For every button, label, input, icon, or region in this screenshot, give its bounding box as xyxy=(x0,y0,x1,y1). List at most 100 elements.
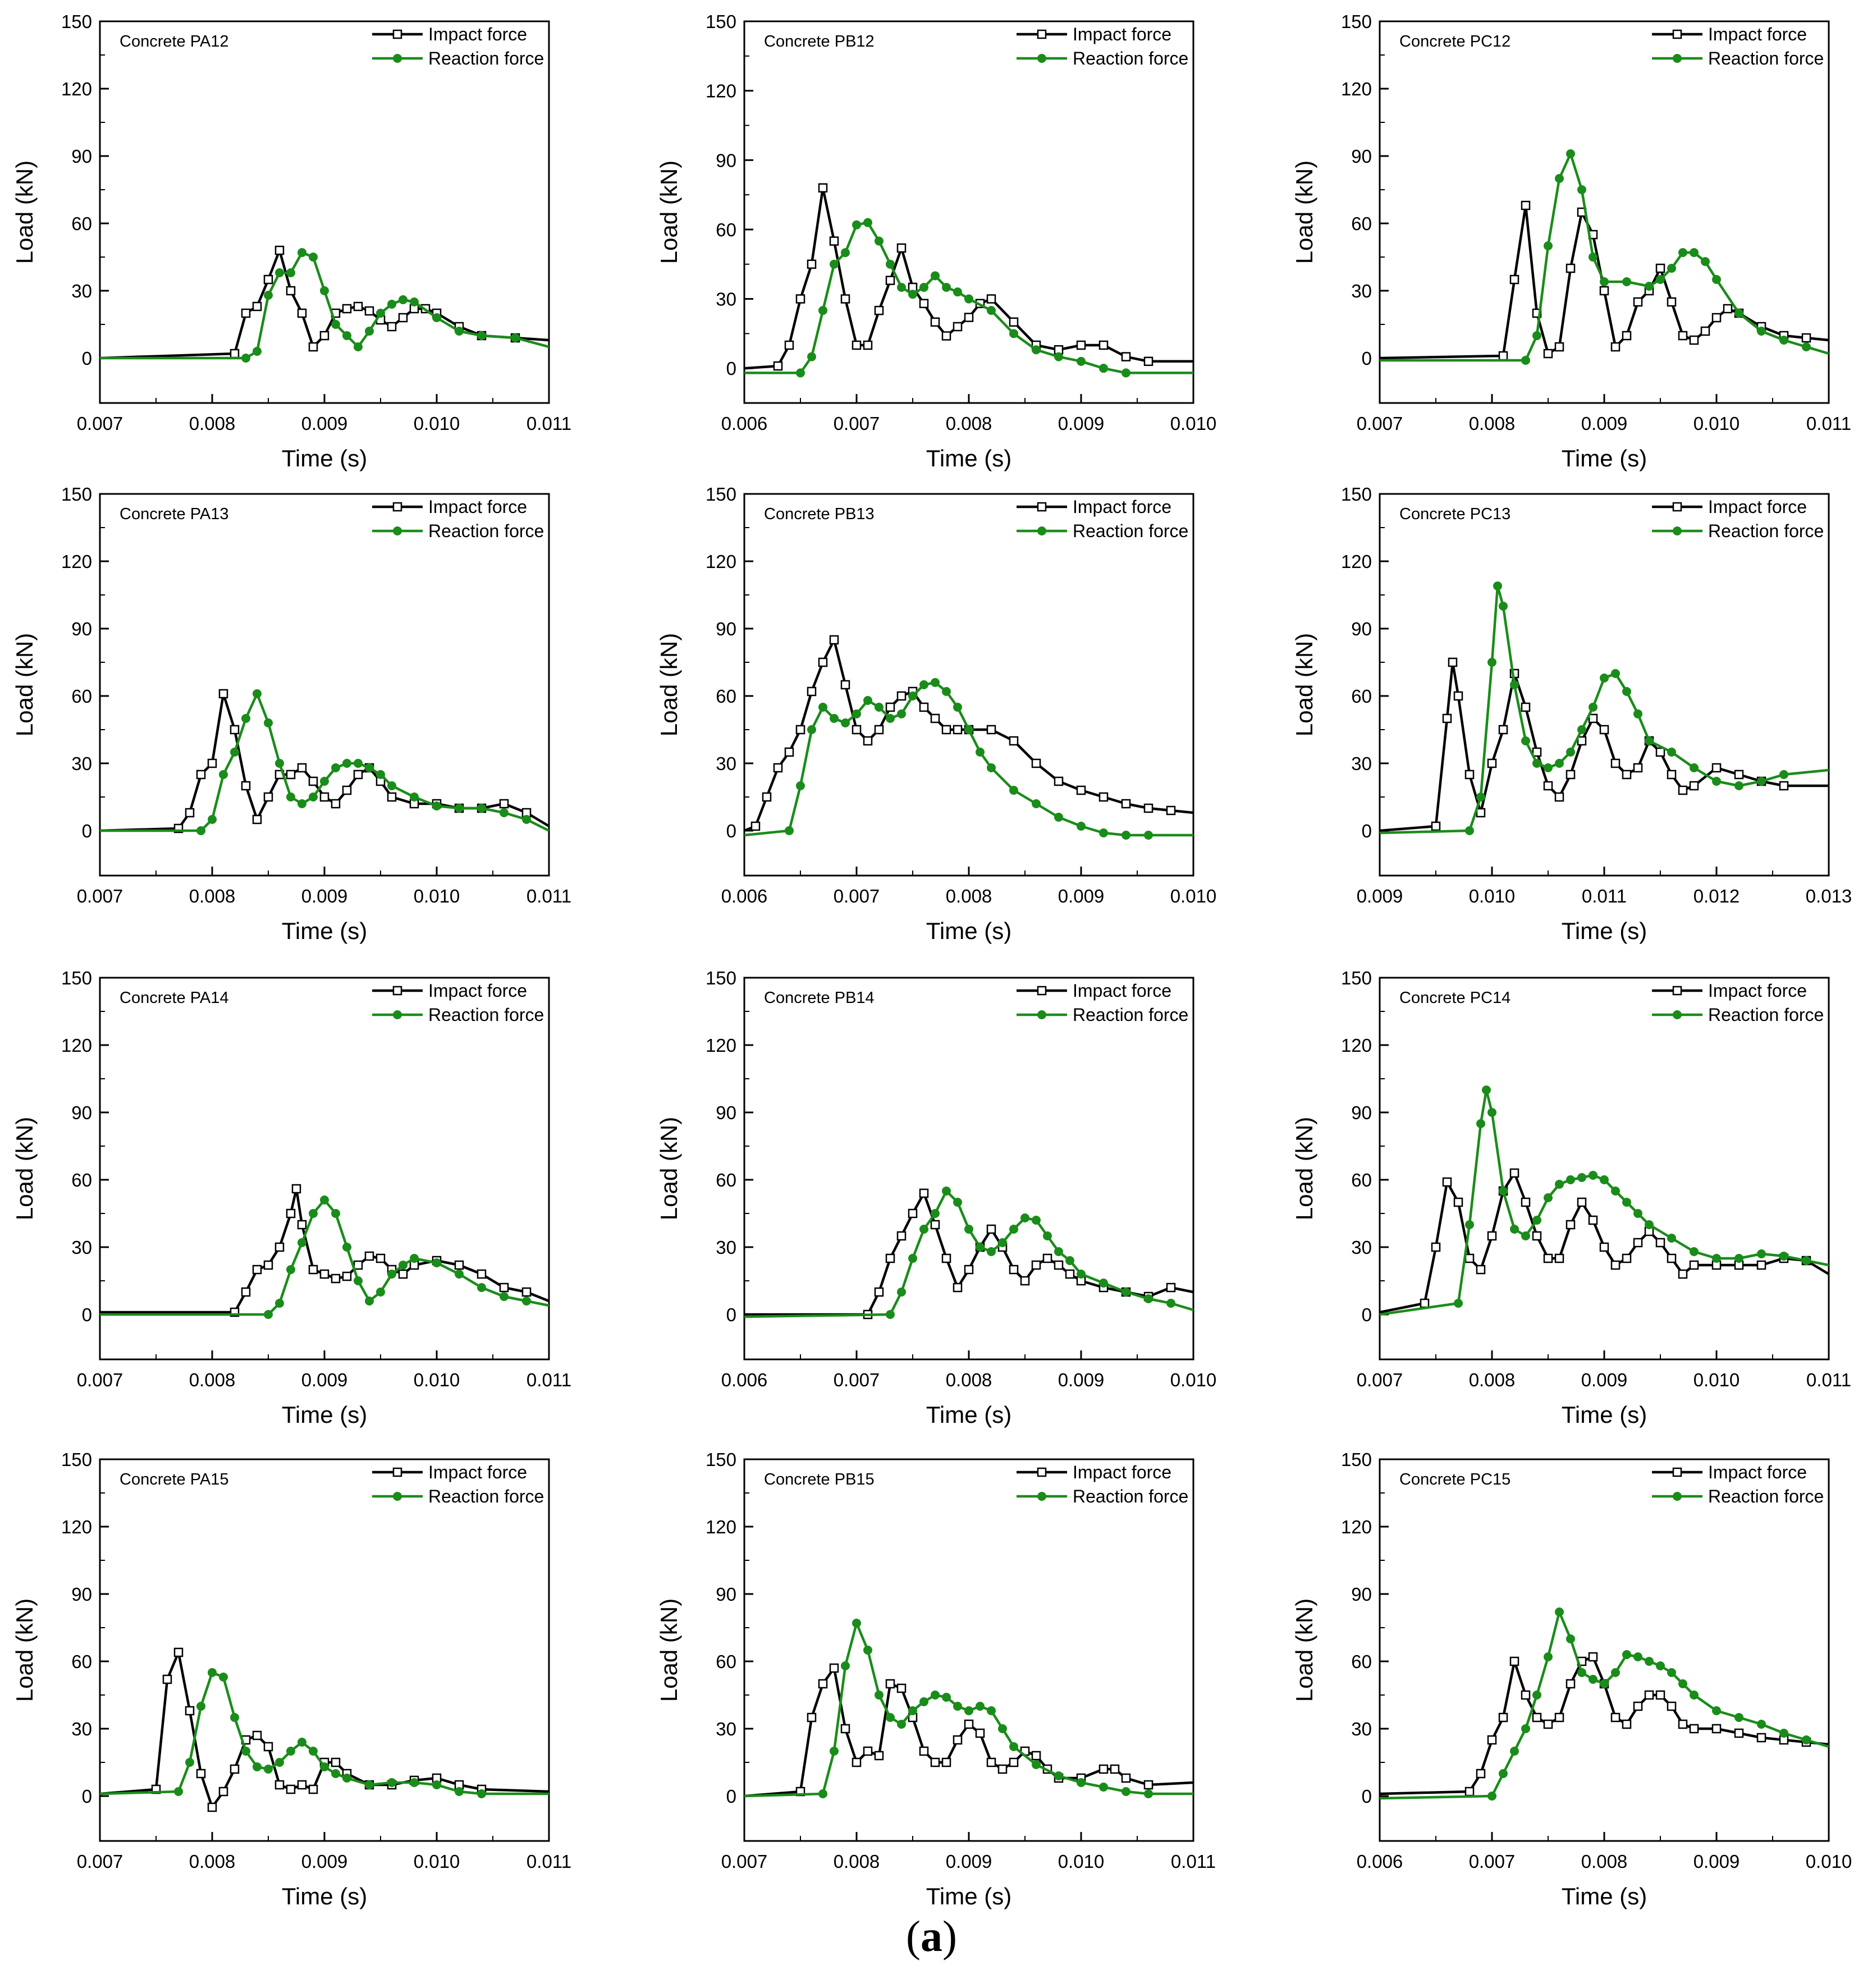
reaction-force-marker xyxy=(1622,277,1631,286)
reaction-force-marker xyxy=(399,295,408,304)
impact-force-marker xyxy=(1121,352,1131,361)
reaction-force-marker xyxy=(1690,248,1699,257)
impact-force-marker xyxy=(1588,1215,1598,1225)
y-tick-label: 120 xyxy=(61,79,92,99)
impact-force-marker xyxy=(1610,1712,1621,1723)
reaction-force-marker xyxy=(1037,526,1046,535)
impact-force-marker xyxy=(1487,1735,1497,1745)
y-tick-label: 90 xyxy=(1351,1102,1372,1123)
reaction-force-marker xyxy=(264,1765,273,1774)
impact-force-marker xyxy=(896,691,907,701)
reaction-force-marker xyxy=(432,313,441,322)
impact-force-marker xyxy=(1521,1197,1531,1207)
reaction-force-marker xyxy=(477,1283,486,1292)
impact-force-marker xyxy=(1644,1690,1654,1700)
impact-force-marker xyxy=(1464,769,1475,780)
reaction-force-marker xyxy=(196,1702,205,1711)
reaction-force-marker xyxy=(511,333,520,342)
reaction-force-marker xyxy=(886,1310,895,1319)
x-tick-label: 0.007 xyxy=(77,1369,123,1390)
impact-force-marker xyxy=(1464,1253,1475,1263)
chart-panel: 0 30 60 90 120 150 0.007 0.008 0.009 0.010 0.011 Ti… xyxy=(656,1449,1216,1909)
reaction-force-marker xyxy=(1779,1729,1788,1738)
legend-entry: Reaction force xyxy=(1017,1005,1188,1025)
plot-area xyxy=(100,1184,549,1319)
x-tick-label: 0.007 xyxy=(77,1851,123,1872)
impact-force-marker xyxy=(1588,713,1598,723)
reaction-force-marker xyxy=(886,714,895,723)
reaction-force-marker xyxy=(1521,356,1530,365)
reaction-force-marker xyxy=(387,300,396,309)
impact-force-marker xyxy=(874,1287,884,1297)
impact-force-marker xyxy=(398,313,408,323)
y-tick-label: 90 xyxy=(71,146,92,167)
plot-frame xyxy=(743,20,1194,404)
impact-force-marker xyxy=(840,1724,850,1734)
reaction-force-marker xyxy=(1144,831,1153,840)
reaction-force-marker xyxy=(241,1747,250,1756)
reaction-force-marker xyxy=(320,286,329,295)
y-axis-label: Load (kN) xyxy=(11,161,38,264)
impact-force-marker xyxy=(1476,1769,1486,1779)
impact-force-marker xyxy=(1031,1260,1041,1270)
reaction-force-marker xyxy=(942,282,951,292)
y-tick-label: 120 xyxy=(706,1517,736,1537)
y-tick-label: 150 xyxy=(61,1449,92,1470)
impact-force-marker xyxy=(1037,1467,1047,1477)
x-tick-label: 0.006 xyxy=(721,1369,768,1390)
reaction-force-marker xyxy=(1645,736,1654,745)
impact-force-marker xyxy=(829,635,839,645)
impact-force-marker xyxy=(1110,1764,1120,1774)
reaction-force-marker xyxy=(830,714,839,723)
reaction-force-marker xyxy=(1600,1175,1609,1184)
x-tick-label: 0.009 xyxy=(1693,1851,1740,1872)
chart-panel: 0 30 60 90 120 150 0.007 0.008 0.009 0.010 0.011 Ti… xyxy=(11,968,571,1428)
reaction-force-marker xyxy=(1510,1225,1519,1234)
reaction-force-marker xyxy=(942,1693,951,1702)
impact-force-marker xyxy=(1476,808,1486,818)
reaction-force-marker xyxy=(919,680,928,689)
reaction-force-marker xyxy=(908,1706,917,1715)
impact-force-marker xyxy=(1076,340,1086,350)
y-tick-label: 30 xyxy=(1351,753,1372,774)
impact-force-marker xyxy=(230,349,240,359)
reaction-force-marker xyxy=(1493,581,1502,590)
y-tick-label: 60 xyxy=(716,1651,736,1672)
x-tick-label: 0.007 xyxy=(834,413,880,434)
y-axis-label: Load (kN) xyxy=(1291,161,1317,264)
impact-force-marker xyxy=(342,785,352,795)
reaction-force-marker xyxy=(275,1758,284,1767)
reaction-force-marker xyxy=(1544,763,1553,772)
reaction-force-marker xyxy=(1454,1299,1463,1308)
reaction-force-marker xyxy=(320,1195,329,1204)
impact-force-marker xyxy=(252,1730,262,1740)
impact-force-marker xyxy=(1566,769,1576,780)
x-tick-label: 0.007 xyxy=(77,886,123,906)
plot-frame xyxy=(1379,977,1830,1361)
reaction-force-marker xyxy=(393,54,402,63)
legend-entry: Reaction force xyxy=(1652,1005,1824,1025)
impact-force-marker xyxy=(1054,776,1064,786)
legend-label: Reaction force xyxy=(1708,1005,1824,1025)
y-tick-label: 120 xyxy=(61,1035,92,1056)
impact-force-marker xyxy=(1031,758,1041,768)
reaction-force-marker xyxy=(1032,799,1041,808)
reaction-force-marker xyxy=(931,271,940,281)
impact-force-marker xyxy=(1801,333,1811,343)
reaction-force-marker xyxy=(1122,1787,1130,1796)
y-tick-label: 0 xyxy=(1362,348,1372,369)
impact-force-marker xyxy=(773,763,783,773)
impact-force-marker xyxy=(896,243,907,253)
impact-force-marker xyxy=(387,322,397,332)
reaction-force-marker xyxy=(342,759,351,768)
x-tick-label: 0.010 xyxy=(1693,1369,1740,1390)
reaction-force-marker xyxy=(309,1209,318,1218)
impact-force-marker xyxy=(953,322,963,332)
impact-force-marker xyxy=(1521,702,1531,712)
x-axis-label: Time (s) xyxy=(926,445,1011,471)
impact-force-marker xyxy=(1098,1764,1109,1774)
reaction-force-marker xyxy=(432,1780,441,1789)
reaction-force-marker xyxy=(953,703,962,712)
x-tick-label: 0.009 xyxy=(301,886,348,906)
